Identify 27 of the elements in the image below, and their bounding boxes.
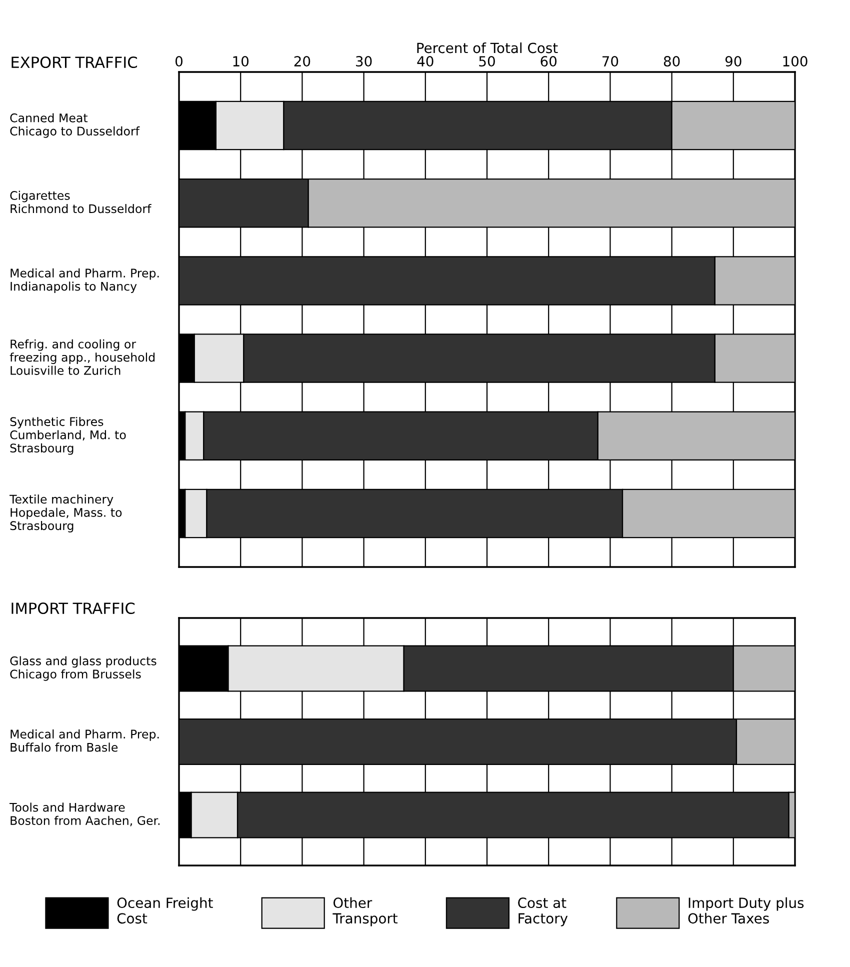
y-tick-label: Medical and Pharm. Prep. Buffalo from Basle xyxy=(10,729,159,752)
x-tick-label: 60 xyxy=(540,56,557,67)
y-tick-label: Cigarettes Richmond to Dusseldorf xyxy=(10,190,152,214)
y-tick-label: Canned Meat Chicago to Dusseldorf xyxy=(10,113,140,138)
legend-label: Other Transport xyxy=(332,897,398,926)
x-tick-label: 100 xyxy=(783,56,808,67)
x-tick-label: 20 xyxy=(294,56,310,67)
legend-label: Import Duty plus Other Taxes xyxy=(688,897,804,924)
chart-title: EXPORT TRAFFIC xyxy=(12,56,137,68)
x-tick-label: 0 xyxy=(175,56,182,67)
x-axis-title: Percent of Total Cost xyxy=(417,42,558,54)
legend-label: Ocean Freight Cost xyxy=(117,897,213,924)
x-tick-label: 30 xyxy=(356,56,372,67)
x-tick-label: 40 xyxy=(417,56,434,67)
y-tick-label: Tools and Hardware Boston from Aachen, Ger. xyxy=(10,802,160,826)
x-tick-label: 70 xyxy=(602,56,618,67)
x-tick-label: 10 xyxy=(233,56,249,67)
y-tick-label: Synthetic Fibres Cumberland, Md. to Strasbourg xyxy=(10,416,126,455)
legend-label: Cost at Factory xyxy=(518,898,568,926)
y-tick-label: Refrig. and cooling or freezing app., household Louisville to Zurich xyxy=(10,339,155,375)
chart-title: IMPORT TRAFFIC xyxy=(12,602,135,614)
x-tick-label: 80 xyxy=(664,56,680,67)
y-tick-label: Medical and Pharm. Prep. Indianapolis to Nancy xyxy=(10,268,159,294)
y-tick-label: Textile machinery Hopedale, Mass. to Strasbourg xyxy=(10,494,122,532)
x-tick-label: 50 xyxy=(479,56,495,67)
x-tick-label: 90 xyxy=(725,56,742,67)
y-tick-label: Glass and glass products Chicago from Brussels xyxy=(10,656,156,681)
